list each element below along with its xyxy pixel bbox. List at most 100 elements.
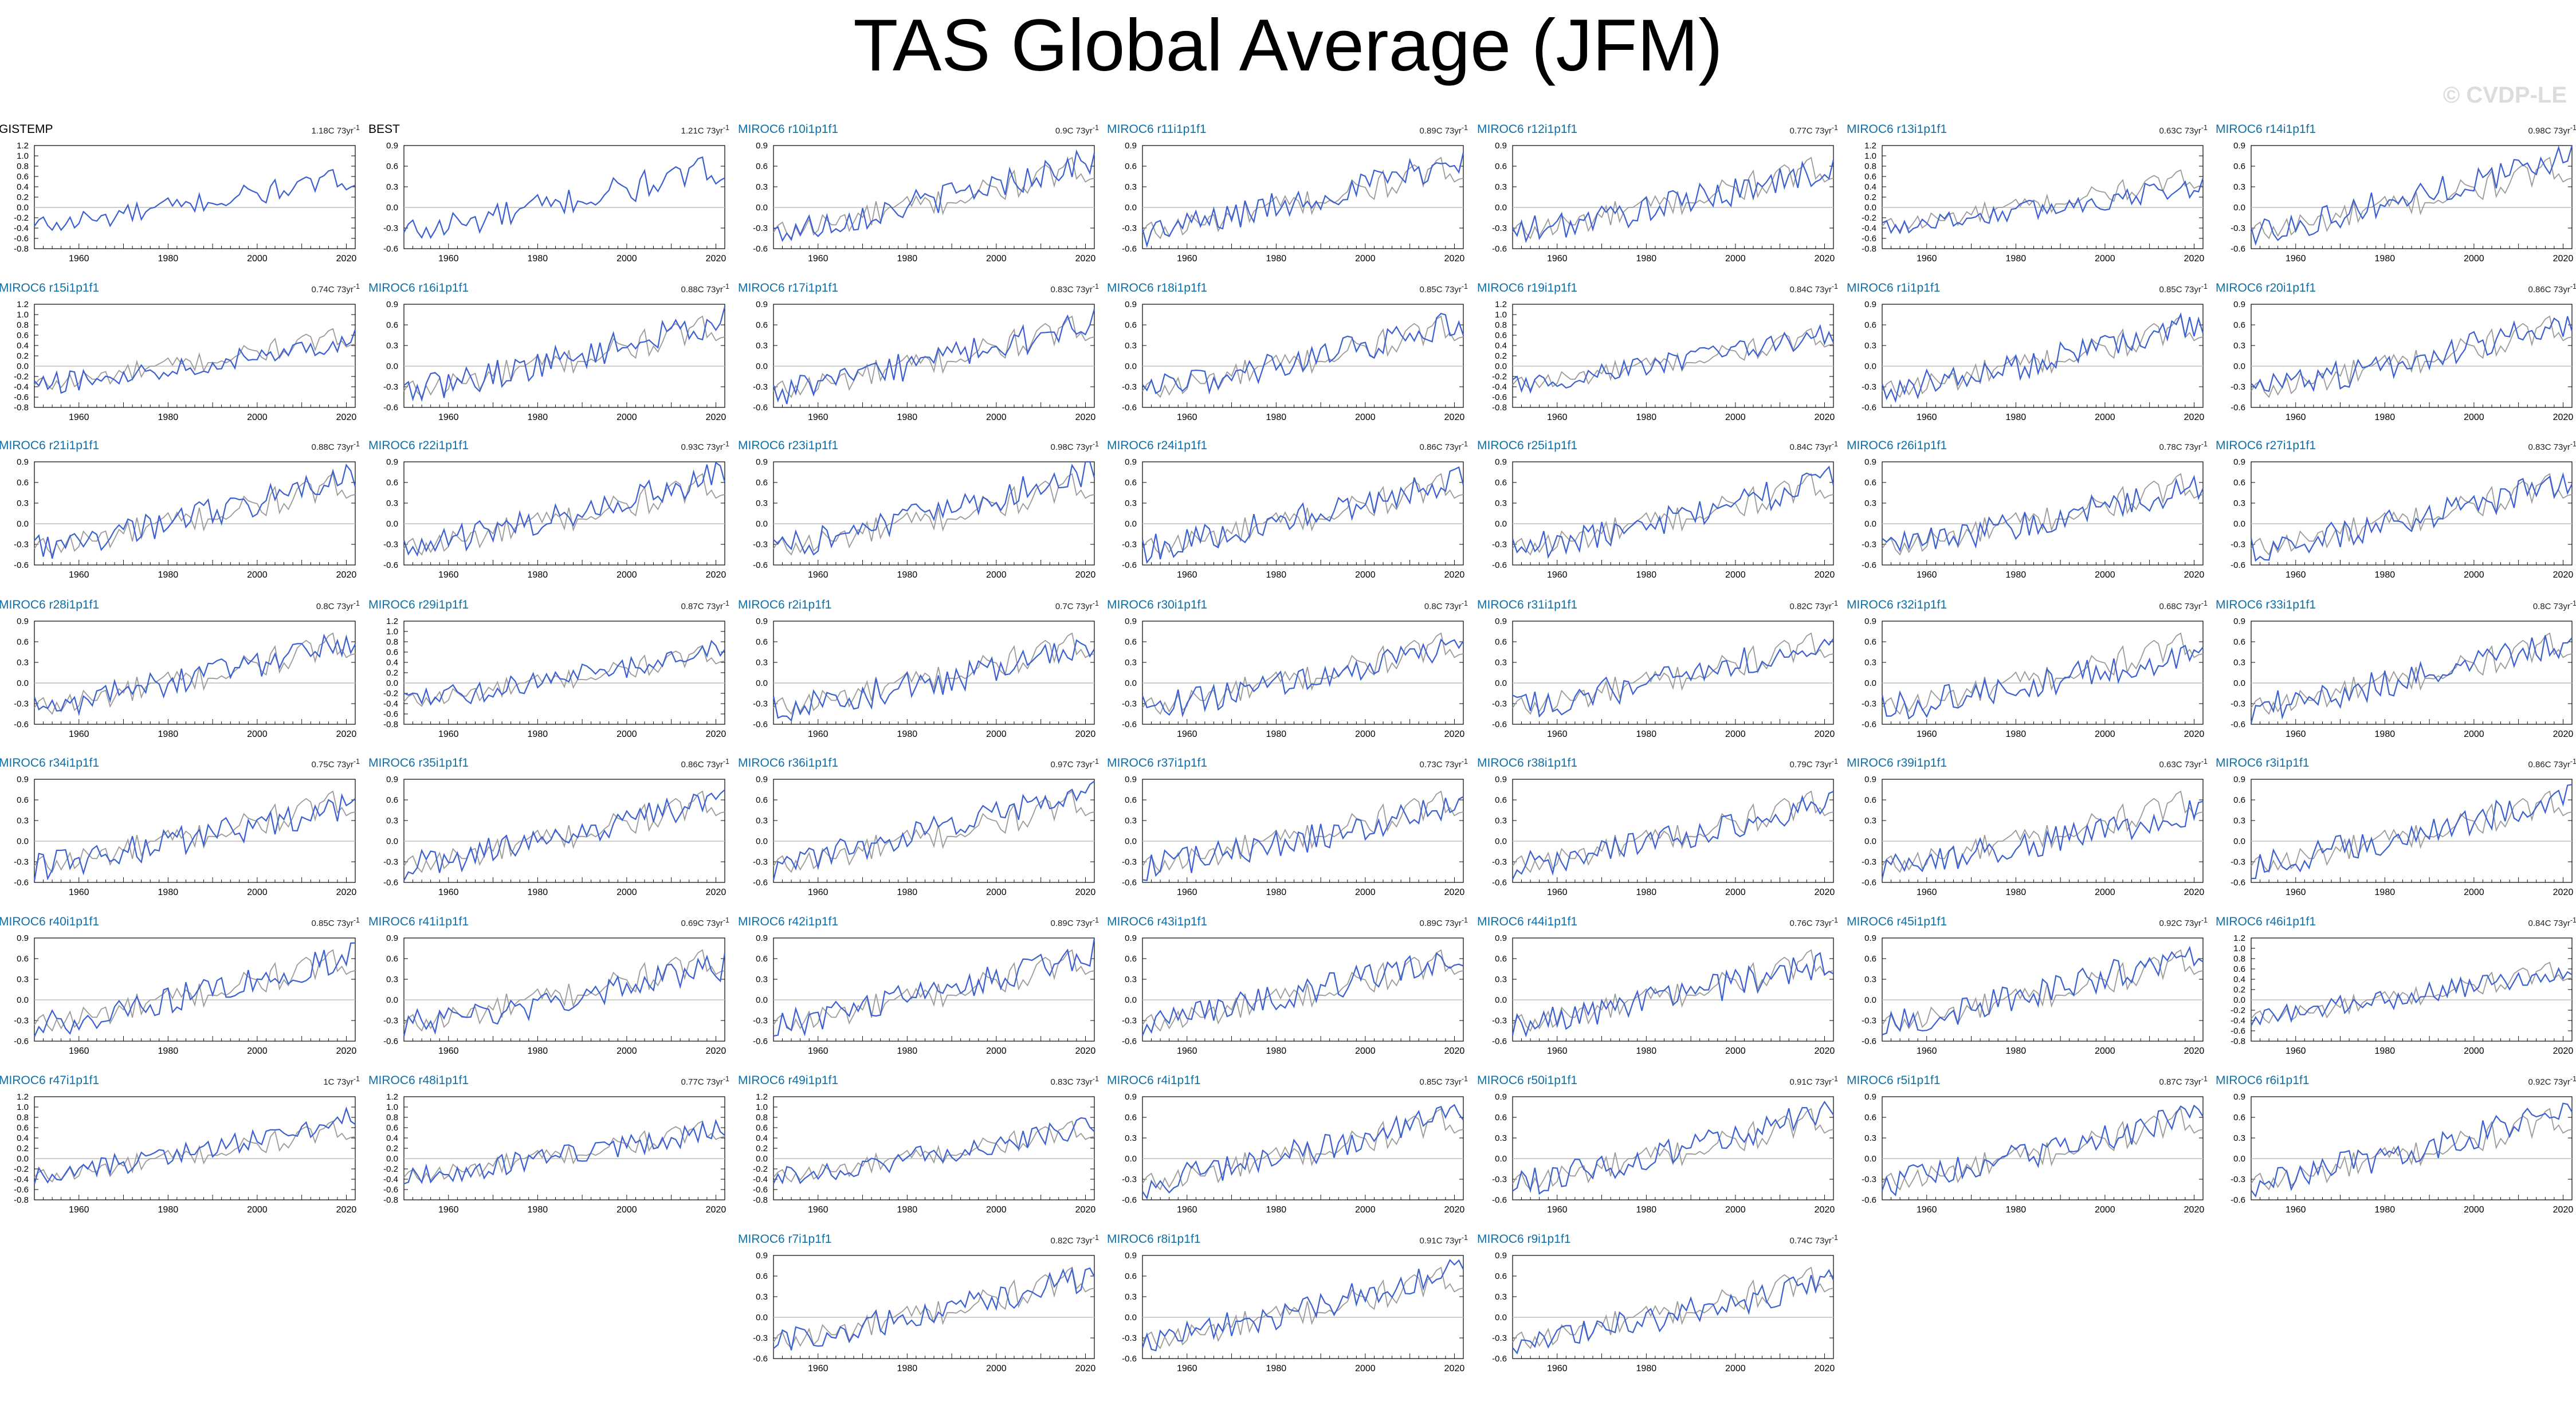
model-series-line bbox=[1881, 312, 2204, 403]
y-tick-label: -0.3 bbox=[1492, 857, 1507, 867]
trend-unit-superscript: -1 bbox=[1461, 440, 1468, 448]
y-tick-label: -0.6 bbox=[1122, 720, 1137, 729]
y-tick-label: -0.3 bbox=[383, 1016, 398, 1026]
panel-trend-label: 0.85C 73yr-1 bbox=[1420, 282, 1468, 295]
panel-title: GISTEMP bbox=[0, 123, 53, 136]
panel-trend-label: 0.82C 73yr-1 bbox=[1790, 599, 1839, 611]
y-tick-label: 0.8 bbox=[2233, 954, 2245, 964]
panel-title: MIROC6 r18i1p1f1 bbox=[1107, 281, 1208, 295]
x-tick-label: 1980 bbox=[1636, 888, 1657, 897]
chart-panel: MIROC6 r50i1p1f1 0.91C 73yr-1 -0.6 -0.3 0.0 0… bbox=[1477, 1074, 1838, 1227]
x-tick-label: 2020 bbox=[1075, 888, 1096, 897]
trend-unit-superscript: -1 bbox=[353, 758, 360, 766]
trend-value: 0.68C 73yr bbox=[2159, 602, 2201, 611]
y-tick-label: 0.6 bbox=[1864, 172, 1876, 182]
x-tick-label: 2020 bbox=[1444, 888, 1465, 897]
panel-plot: -0.6 -0.3 0.0 0.3 0.6 0.9 1960 1980 2000 2020 bbox=[383, 141, 726, 264]
y-tick-label: 0.0 bbox=[17, 837, 29, 846]
chart-panel: MIROC6 r36i1p1f1 0.97C 73yr-1 -0.6 -0.3 0.0 0… bbox=[738, 756, 1099, 910]
panel-plot: -0.6 -0.3 0.0 0.3 0.6 0.9 1960 1980 2000 2020 bbox=[1862, 1092, 2204, 1215]
y-tick-label: -0.6 bbox=[753, 403, 768, 413]
y-tick-label: -0.6 bbox=[1862, 234, 1876, 244]
x-tick-label: 2020 bbox=[1444, 1046, 1465, 1056]
y-tick-label: 0.9 bbox=[17, 933, 29, 943]
panel-trend-label: 0.89C 73yr-1 bbox=[1420, 916, 1468, 928]
panel-plot: -0.6 -0.3 0.0 0.3 0.6 0.9 1960 1980 2000 2020 bbox=[1122, 1251, 1464, 1373]
panel-plot: -0.6 -0.3 0.0 0.3 0.6 0.9 1960 1980 2000 2020 bbox=[383, 775, 727, 897]
observed-series-line bbox=[2251, 1108, 2573, 1191]
y-tick-label: 0.6 bbox=[2233, 478, 2245, 488]
y-tick-label: -0.6 bbox=[1122, 878, 1137, 888]
x-tick-label: 2000 bbox=[2095, 888, 2115, 897]
observed-series-line bbox=[773, 156, 1095, 240]
x-tick-label: 2020 bbox=[2553, 254, 2574, 264]
observed-series-line bbox=[34, 328, 356, 390]
y-tick-label: 0.3 bbox=[1495, 499, 1507, 508]
x-tick-label: 2000 bbox=[1355, 1046, 1376, 1056]
y-tick-label: 0.3 bbox=[756, 975, 768, 984]
model-series-line bbox=[773, 461, 1095, 556]
plot-frame bbox=[2251, 304, 2573, 408]
y-tick-label: 0.9 bbox=[1864, 300, 1876, 309]
y-tick-label: 0.3 bbox=[756, 499, 768, 508]
y-tick-label: 0.6 bbox=[1864, 1113, 1876, 1123]
y-tick-label: 0.9 bbox=[756, 775, 768, 784]
panel-title: MIROC6 r21i1p1f1 bbox=[0, 439, 100, 452]
y-tick-label: 0.9 bbox=[756, 141, 768, 151]
observed-series-line bbox=[403, 949, 725, 1032]
y-tick-label: 0.9 bbox=[1125, 457, 1137, 467]
x-tick-label: 1980 bbox=[2006, 570, 2027, 580]
x-tick-label: 2020 bbox=[706, 570, 727, 580]
x-tick-label: 2020 bbox=[706, 413, 727, 422]
model-series-line bbox=[403, 952, 726, 1037]
trend-unit-superscript: -1 bbox=[2201, 1075, 2208, 1083]
y-tick-label: 0.3 bbox=[1125, 1292, 1137, 1302]
y-tick-label: 0.0 bbox=[1864, 203, 1876, 213]
y-tick-label: 0.0 bbox=[1864, 519, 1876, 529]
trend-unit-superscript: -1 bbox=[1461, 1234, 1468, 1242]
model-series-line bbox=[1141, 152, 1464, 248]
chart-panel: MIROC6 r13i1p1f1 0.63C 73yr-1 -0.8 -0.6 -0.4… bbox=[1847, 123, 2208, 276]
x-tick-label: 2000 bbox=[2095, 570, 2115, 580]
trend-unit-superscript: -1 bbox=[1092, 599, 1099, 607]
x-tick-label: 2020 bbox=[1444, 254, 1465, 264]
trend-unit-superscript: -1 bbox=[1092, 758, 1099, 766]
trend-unit-superscript: -1 bbox=[2570, 1075, 2576, 1083]
chart-panel: MIROC6 r37i1p1f1 0.73C 73yr-1 -0.6 -0.3 0.0 0… bbox=[1107, 756, 1468, 910]
y-tick-label: 0.6 bbox=[17, 637, 29, 647]
y-tick-label: 0.9 bbox=[1864, 617, 1876, 626]
panel-trend-label: 0.83C 73yr-1 bbox=[1051, 282, 1099, 295]
x-tick-label: 2000 bbox=[1355, 413, 1376, 422]
x-tick-label: 1960 bbox=[2286, 888, 2306, 897]
x-tick-label: 1980 bbox=[1636, 254, 1657, 264]
trend-unit-superscript: -1 bbox=[2201, 599, 2208, 607]
plot-frame bbox=[1512, 937, 1834, 1042]
y-tick-label: -0.6 bbox=[14, 878, 29, 888]
panel-title: MIROC6 r28i1p1f1 bbox=[0, 598, 100, 611]
y-tick-label: 1.0 bbox=[386, 627, 398, 637]
x-tick-label: 2000 bbox=[2095, 254, 2115, 264]
panel-plot: -0.6 -0.3 0.0 0.3 0.6 0.9 1960 1980 2000 2020 bbox=[2231, 617, 2574, 739]
chart-panel: MIROC6 r29i1p1f1 0.87C 73yr-1 -0.8 -0.6 -0.4… bbox=[368, 598, 729, 752]
panel-title: MIROC6 r34i1p1f1 bbox=[0, 756, 100, 770]
trend-unit-superscript: -1 bbox=[1831, 1075, 1838, 1083]
x-tick-label: 2020 bbox=[706, 888, 727, 897]
y-tick-label: 0.6 bbox=[1125, 637, 1137, 647]
chart-panel: MIROC6 r10i1p1f1 0.9C 73yr-1 -0.6 -0.3 0.0 0.… bbox=[738, 123, 1099, 276]
x-tick-label: 2020 bbox=[2553, 729, 2574, 739]
chart-panel: MIROC6 r15i1p1f1 0.74C 73yr-1 -0.8 -0.6 -0.4… bbox=[0, 281, 360, 435]
y-tick-label: 0.6 bbox=[756, 320, 768, 330]
observed-series-line bbox=[773, 949, 1095, 1032]
panel-title: MIROC6 r37i1p1f1 bbox=[1107, 756, 1208, 770]
panel-plot: -0.6 -0.3 0.0 0.3 0.6 0.9 1960 1980 2000 2020 bbox=[1492, 775, 1835, 897]
panel-plot: -0.6 -0.3 0.0 0.3 0.6 0.9 1960 1980 2000 2020 bbox=[2231, 1092, 2573, 1215]
y-tick-label: -0.6 bbox=[383, 878, 398, 888]
x-tick-label: 1980 bbox=[158, 1046, 179, 1056]
x-tick-label: 1960 bbox=[808, 570, 828, 580]
panel-title: MIROC6 r25i1p1f1 bbox=[1477, 439, 1578, 452]
trend-value: 0.9C 73yr bbox=[1055, 126, 1093, 136]
x-tick-label: 2020 bbox=[2184, 570, 2205, 580]
y-tick-label: 0.0 bbox=[756, 519, 768, 529]
y-tick-label: 0.0 bbox=[386, 678, 398, 688]
y-tick-label: 0.0 bbox=[1125, 837, 1137, 846]
